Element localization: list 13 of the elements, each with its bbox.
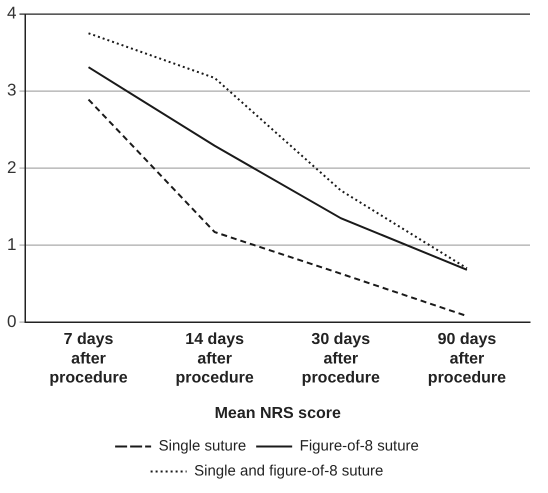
y-tick-label: 2 bbox=[6, 158, 16, 177]
legend-label: Single suture bbox=[158, 438, 246, 455]
y-tick-label: 4 bbox=[6, 4, 16, 23]
x-tick-label: 90 days after procedure bbox=[428, 331, 506, 387]
x-tick-label: 30 days after procedure bbox=[302, 331, 380, 387]
legend-label: Figure-of-8 suture bbox=[300, 438, 419, 455]
y-tick-label: 3 bbox=[6, 80, 16, 100]
x-axis-title: Mean NRS score bbox=[214, 404, 341, 422]
y-tick-label: 0 bbox=[6, 312, 16, 331]
x-tick-label: 7 days after procedure bbox=[49, 331, 128, 387]
x-tick-label: 14 days after procedure bbox=[176, 331, 254, 387]
y-tick-label: 1 bbox=[6, 234, 16, 254]
legend-label: Single and figure-of-8 suture bbox=[194, 462, 384, 480]
